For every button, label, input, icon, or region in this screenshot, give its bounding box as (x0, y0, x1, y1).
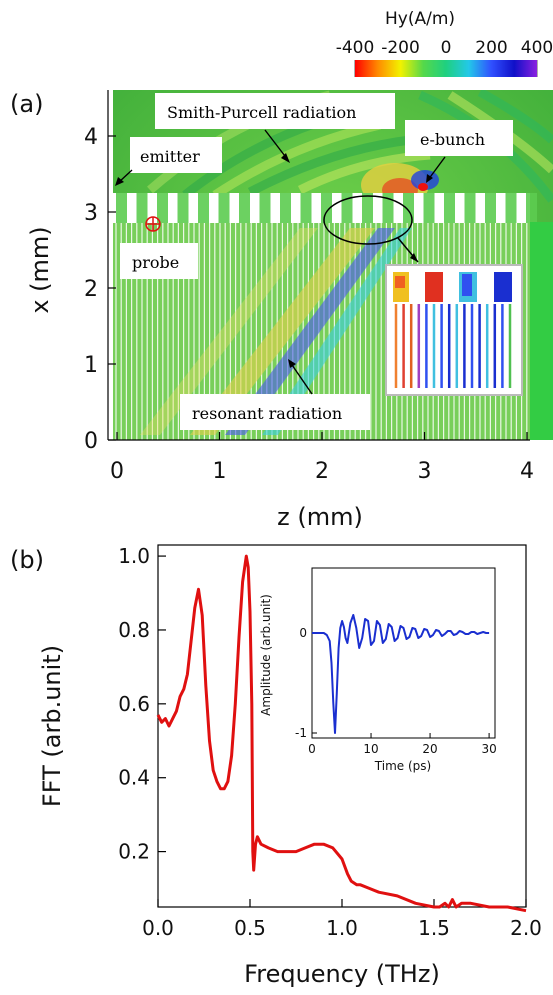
panel-a-xlabel: z (mm) (277, 503, 363, 531)
fft-xtick-label: 0.5 (234, 916, 266, 940)
colorbar-tick-label: 200 (475, 38, 507, 58)
panel-b-label: (b) (10, 546, 44, 574)
time-xtick-label: 10 (363, 742, 378, 756)
fft-xtick-label: 0.0 (142, 916, 174, 940)
fft-ytick-label: 0.8 (118, 618, 150, 642)
time-series-line (312, 614, 490, 734)
zoom-indicator (323, 195, 419, 263)
time-inset-xlabel: Time (ps) (374, 759, 431, 773)
grating-tooth (444, 193, 455, 223)
annotation-smith-purcell: Smith-Purcell radiation (155, 93, 395, 163)
grating-tooth (198, 193, 209, 223)
annotation-probe-text: probe (132, 253, 179, 272)
grating-tooth (423, 193, 435, 223)
fft-ytick-label: 1.0 (118, 544, 150, 568)
panel-a-ytick-label: 2 (84, 277, 98, 302)
panel-a-ytick-label: 4 (84, 125, 98, 150)
panel-a-ytick-label: 1 (84, 353, 98, 378)
time-xtick-label: 20 (422, 742, 437, 756)
colorbar-tick-label: -200 (381, 38, 420, 58)
annotation-emitter-text: emitter (140, 147, 200, 166)
fft-ytick-label: 0.4 (118, 766, 150, 790)
grating-teeth (116, 193, 537, 223)
grating-tooth (464, 193, 476, 223)
e-bunch-marker (418, 183, 428, 191)
grating-tooth (362, 193, 373, 223)
fft-ylabel: FFT (arb.unit) (38, 645, 66, 807)
resonant-bands (140, 228, 412, 435)
grating-tooth (382, 193, 394, 223)
fft-xtick-label: 1.5 (418, 916, 450, 940)
grating-tooth (280, 193, 291, 223)
annotation-emitter: emitter (115, 137, 222, 186)
annotation-resonant: resonant radiation (180, 359, 370, 430)
grating-tooth (177, 193, 189, 223)
grating-tooth (116, 193, 127, 223)
fft-ticks: 0.0 0.5 1.0 1.5 2.0 0.2 0.4 0.6 0.8 1.0 (118, 544, 542, 940)
probe-marker (145, 216, 161, 232)
grating-tooth (259, 193, 271, 223)
fft-ytick-label: 0.6 (118, 692, 150, 716)
grating-tooth (526, 193, 537, 223)
panel-a-xtick-label: 1 (213, 459, 227, 484)
time-inset-frame (311, 567, 496, 739)
annotation-smith-purcell-text: Smith-Purcell radiation (167, 103, 356, 122)
grating-tooth (321, 193, 332, 223)
time-inset-ylabel: Amplitude (arb.unit) (259, 594, 273, 716)
panel-a-ytick-label: 3 (84, 201, 98, 226)
time-ytick-label: -1 (295, 726, 307, 740)
grating-tooth (300, 193, 312, 223)
colorbar-tick-label: -400 (336, 38, 375, 58)
fft-xtick-label: 1.0 (326, 916, 358, 940)
grating-tooth (157, 193, 168, 223)
zoom-inset (385, 264, 523, 396)
panel-a-xtick-label: 0 (110, 459, 124, 484)
time-xtick-label: 30 (481, 742, 496, 756)
annotation-e-bunch: e-bunch (405, 120, 513, 183)
fft-ytick-label: 0.2 (118, 840, 150, 864)
grating-tooth (505, 193, 517, 223)
fft-xtick-label: 2.0 (510, 916, 542, 940)
grating-tooth (403, 193, 414, 223)
panel-a-label: (a) (10, 90, 43, 118)
grating-tooth (239, 193, 250, 223)
panel-a-xtick-label: 4 (520, 459, 534, 484)
annotation-e-bunch-text: e-bunch (420, 130, 485, 149)
colorbar-title: Hy(A/m) (385, 9, 455, 29)
panel-a-xtick-label: 2 (315, 459, 329, 484)
grating-tooth (136, 193, 148, 223)
grating-tooth (341, 193, 353, 223)
grating-tooth (485, 193, 496, 223)
colorbar-bar (355, 60, 537, 77)
panel-a-xtick-label: 3 (418, 459, 432, 484)
fft-plot: 0.0 0.5 1.0 1.5 2.0 0.2 0.4 0.6 0.8 1.0 Frequency… (38, 544, 542, 988)
colorbar-tick-label: 400 (521, 38, 553, 58)
right-boundary (530, 222, 553, 440)
time-inset-ticks: 0 10 20 30-10 (295, 626, 497, 756)
colorbar-tick-label: 0 (441, 38, 452, 58)
annotation-resonant-text: resonant radiation (192, 404, 342, 423)
panel-a-ytick-label: 0 (84, 429, 98, 454)
panel-a-ylabel: x (mm) (26, 226, 54, 313)
grating-tooth (218, 193, 230, 223)
annotation-probe: probe (120, 243, 198, 279)
time-xtick-label: 0 (308, 742, 316, 756)
panel-a-axes: z (mm) x (mm) 0 1 2 3 4 0 1 2 3 4 (26, 90, 534, 531)
time-inset: 0 10 20 30-10 Time (ps) Amplitude (arb.unit… (259, 567, 497, 773)
time-ytick-label: 0 (299, 626, 307, 640)
fft-series-line (156, 554, 527, 913)
fft-xlabel: Frequency (THz) (244, 960, 440, 988)
colorbar: Hy(A/m) -400 -200 0 200 400 (336, 9, 553, 77)
